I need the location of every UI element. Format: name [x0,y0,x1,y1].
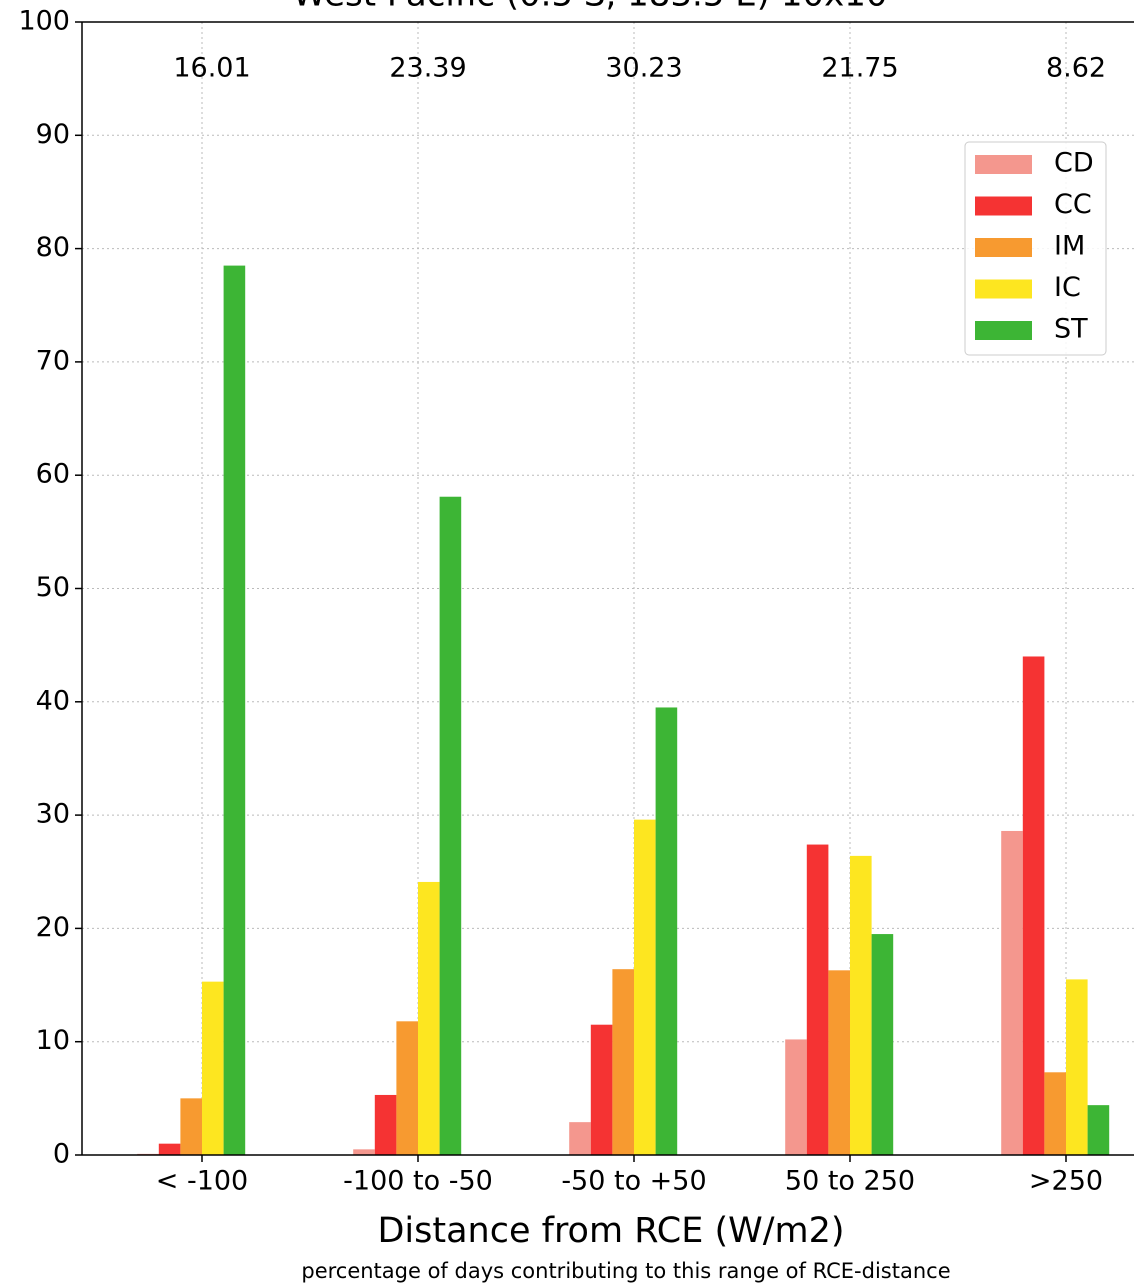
bar [439,496,462,1155]
bar [655,707,678,1155]
y-tick-label: 20 [36,912,70,943]
group-percentage: 8.62 [1046,53,1106,84]
legend-box [964,141,1107,356]
bar [634,819,656,1155]
bar [1044,1072,1066,1155]
bar [850,855,872,1155]
legend-swatch [975,321,1032,340]
y-tick-label: 0 [53,1139,70,1170]
legend-label: CD [1054,148,1094,179]
x-tick-label: 50 to 250 [785,1166,915,1197]
bar [158,1143,181,1155]
group-percentage: 21.75 [821,53,898,84]
legend-label: IC [1054,272,1081,303]
legend-label: CC [1054,189,1092,220]
bar [202,981,224,1155]
bar [569,1122,591,1155]
bar [374,1094,397,1155]
bar [806,844,829,1155]
legend-swatch [975,196,1032,216]
y-tick-label: 10 [36,1025,70,1056]
bar [223,265,246,1156]
y-tick-label: 70 [36,345,70,376]
chart-title: West Pacific (0.5 S, 183.5 E) 10x10 [293,0,888,15]
y-tick-label: 40 [36,685,70,716]
bar [612,969,634,1155]
bar [418,881,440,1155]
bar [1066,979,1088,1155]
legend-swatch [975,238,1032,257]
bar [1087,1105,1110,1155]
bar [785,1039,807,1155]
x-tick-label: -100 to -50 [343,1166,493,1197]
legend-label: ST [1054,314,1088,345]
group-percentage: 23.39 [389,53,466,84]
y-tick-label: 80 [36,232,70,263]
bar [180,1098,202,1155]
y-tick-label: 50 [36,572,70,603]
bar [1022,656,1045,1155]
bar [828,970,850,1155]
legend-swatch [975,155,1032,174]
x-tick-label: < -100 [156,1166,248,1197]
y-tick-label: 100 [18,6,70,37]
bar [396,1021,418,1155]
y-tick-label: 90 [36,119,70,150]
bar [871,934,894,1155]
x-tick-label: -50 to +50 [561,1166,706,1197]
bar [590,1024,613,1155]
legend-label: IM [1054,231,1085,262]
y-tick-label: 60 [36,459,70,490]
x-tick-label: >250 [1029,1166,1103,1197]
group-percentage: 30.23 [605,53,682,84]
group-percentage: 16.01 [173,53,250,84]
x-axis-label: Distance from RCE (W/m2) [377,1211,844,1251]
y-tick-label: 30 [36,799,70,830]
bar [353,1149,375,1155]
legend-swatch [975,279,1032,299]
bar [1001,830,1023,1155]
footnote: percentage of days contributing to this … [301,1259,950,1283]
